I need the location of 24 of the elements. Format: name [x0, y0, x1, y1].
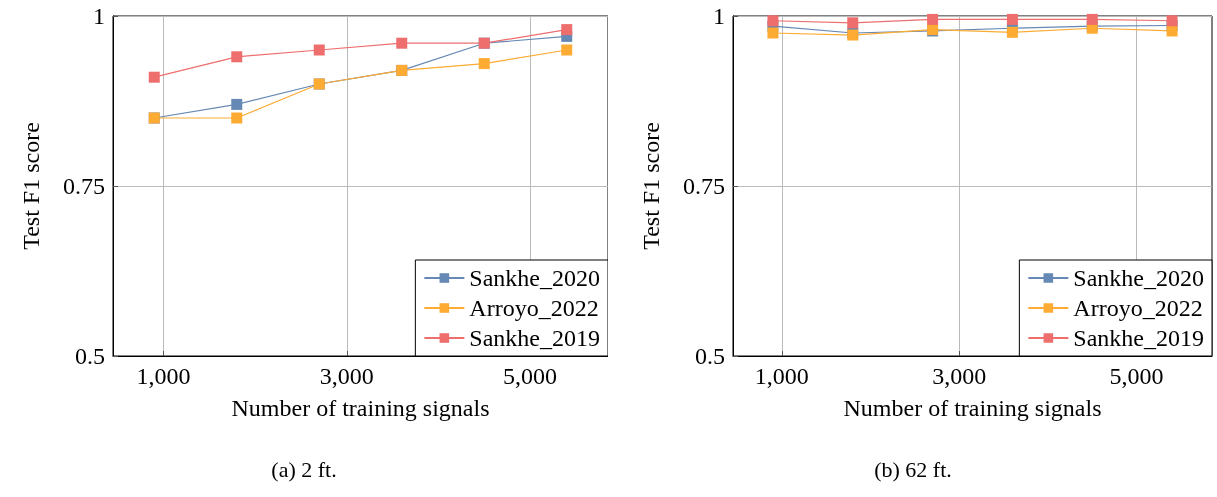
legend-label: Sankhe_2020: [469, 265, 600, 291]
legend-label: Arroyo_2022: [469, 295, 599, 321]
x-axis-title: Number of training signals: [231, 395, 490, 421]
legend-label: Sankhe_2020: [1073, 265, 1204, 291]
y-tick-label: 1: [713, 3, 725, 29]
legend-label: Arroyo_2022: [1073, 295, 1203, 321]
y-tick-label: 0.5: [75, 343, 105, 369]
x-tick-label: 1,000: [754, 363, 809, 389]
y-axis-title: Test F1 score: [18, 122, 44, 250]
x-axis-title: Number of training signals: [843, 395, 1102, 421]
x-tick-label: 5,000: [1109, 363, 1164, 389]
x-tick-label: 1,000: [136, 363, 191, 389]
y-tick-label: 1: [93, 3, 105, 29]
y-tick-label: 0.75: [63, 173, 105, 199]
text: (b) 62 ft.: [874, 456, 952, 482]
legend-label: Sankhe_2019: [1073, 325, 1204, 351]
legend-label: Sankhe_2019: [469, 325, 600, 351]
x-tick-label: 3,000: [319, 363, 374, 389]
y-tick-label: 0.75: [683, 173, 725, 199]
text: (a) 2 ft.: [271, 456, 337, 482]
x-tick-label: 5,000: [503, 363, 558, 389]
y-axis-title: Test F1 score: [638, 122, 664, 250]
x-tick-label: 3,000: [932, 363, 987, 389]
y-tick-label: 0.5: [695, 343, 725, 369]
